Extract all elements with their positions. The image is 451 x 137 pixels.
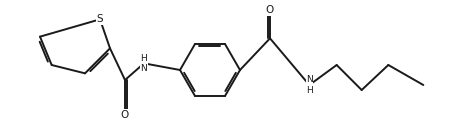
Text: O: O (120, 110, 129, 120)
Text: N
H: N H (305, 75, 312, 95)
Text: O: O (265, 5, 273, 15)
Text: H
N: H N (140, 54, 147, 73)
Text: S: S (97, 14, 103, 24)
